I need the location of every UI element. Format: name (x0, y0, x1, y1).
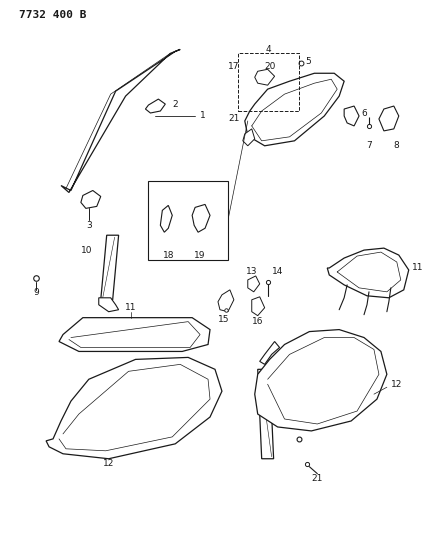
Text: 12: 12 (391, 379, 402, 389)
Polygon shape (255, 69, 275, 85)
Text: 21: 21 (312, 474, 323, 483)
Text: 7732 400 B: 7732 400 B (19, 10, 87, 20)
Polygon shape (160, 205, 172, 232)
Polygon shape (344, 106, 359, 126)
Text: 17: 17 (228, 62, 240, 71)
Polygon shape (260, 342, 279, 365)
Text: 1: 1 (200, 111, 206, 120)
Text: 10: 10 (81, 246, 93, 255)
Text: 11: 11 (412, 263, 423, 272)
Polygon shape (146, 99, 165, 113)
Text: 9: 9 (33, 288, 39, 297)
Polygon shape (327, 248, 409, 298)
Text: 14: 14 (272, 268, 283, 277)
Text: 19: 19 (194, 251, 206, 260)
Polygon shape (243, 129, 255, 146)
Polygon shape (81, 190, 101, 208)
Text: 12: 12 (103, 459, 114, 468)
Text: 4: 4 (266, 45, 271, 54)
Text: 2: 2 (172, 100, 178, 109)
Polygon shape (248, 276, 260, 292)
Bar (149, 181, 228, 260)
Text: 7: 7 (366, 141, 372, 150)
Polygon shape (255, 329, 387, 431)
Polygon shape (59, 318, 210, 351)
Text: 5: 5 (306, 57, 311, 66)
Polygon shape (192, 205, 210, 232)
Text: 13: 13 (246, 268, 258, 277)
Polygon shape (252, 297, 265, 316)
Text: 15: 15 (218, 315, 230, 324)
Bar (238, 53, 300, 111)
Text: 6: 6 (361, 109, 367, 118)
Polygon shape (61, 50, 180, 192)
Text: 3: 3 (86, 221, 92, 230)
Polygon shape (218, 290, 234, 312)
Text: 20: 20 (264, 62, 275, 71)
Polygon shape (101, 235, 119, 300)
Polygon shape (379, 106, 399, 131)
Polygon shape (46, 358, 222, 459)
Text: 8: 8 (394, 141, 400, 150)
Polygon shape (245, 73, 344, 146)
Polygon shape (258, 369, 273, 459)
Text: 16: 16 (252, 317, 264, 326)
Text: 11: 11 (125, 303, 136, 312)
Text: 18: 18 (163, 251, 174, 260)
Text: 21: 21 (229, 115, 240, 124)
Polygon shape (99, 298, 119, 312)
